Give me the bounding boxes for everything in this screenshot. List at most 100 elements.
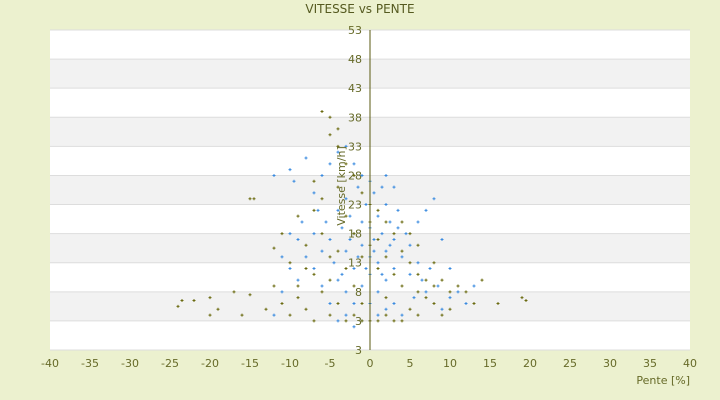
x-tick-label: 30	[603, 357, 617, 370]
data-point-blue	[328, 237, 332, 241]
data-point-blue	[352, 301, 356, 305]
data-point-blue	[404, 232, 408, 236]
data-point-olive	[352, 284, 356, 288]
data-point-olive	[208, 313, 212, 317]
data-point-olive	[320, 197, 324, 201]
data-point-olive	[416, 313, 420, 317]
data-point-olive	[424, 278, 428, 282]
data-point-olive	[304, 307, 308, 311]
x-tick-label: -20	[201, 357, 219, 370]
data-point-olive	[384, 255, 388, 259]
data-point-blue	[280, 255, 284, 259]
data-point-blue	[288, 232, 292, 236]
data-point-olive	[336, 301, 340, 305]
data-point-blue	[432, 197, 436, 201]
y-tick-label: 13	[348, 257, 362, 270]
x-tick-label: -5	[325, 357, 336, 370]
axes: -40 -35 -30 -25 -20 -15 -10 -5 0 5 10 15 20 25 30 35 40 5…	[41, 24, 697, 370]
data-point-blue	[304, 156, 308, 160]
data-point-blue	[384, 203, 388, 207]
data-point-blue	[376, 290, 380, 294]
data-point-olive	[400, 220, 404, 224]
data-point-blue	[344, 290, 348, 294]
data-point-olive	[360, 191, 364, 195]
data-point-blue	[392, 237, 396, 241]
data-point-blue	[416, 261, 420, 265]
data-point-blue	[280, 290, 284, 294]
data-point-blue	[376, 313, 380, 317]
data-point-blue	[412, 296, 416, 300]
data-point-blue	[288, 168, 292, 172]
data-point-olive	[216, 307, 220, 311]
data-point-blue	[384, 173, 388, 177]
data-point-blue	[336, 208, 340, 212]
data-point-blue	[364, 267, 368, 271]
data-point-olive	[408, 307, 412, 311]
data-point-blue	[396, 226, 400, 230]
data-point-olive	[376, 319, 380, 323]
data-point-blue	[372, 249, 376, 253]
data-point-blue	[320, 284, 324, 288]
data-point-olive	[328, 255, 332, 259]
data-point-olive	[180, 299, 184, 303]
data-point-blue	[396, 208, 400, 212]
data-point-olive	[312, 208, 316, 212]
data-point-olive	[304, 267, 308, 271]
x-tick-label: 10	[443, 357, 457, 370]
data-point-blue	[344, 197, 348, 201]
data-point-olive	[328, 133, 332, 137]
data-point-olive	[288, 313, 292, 317]
data-point-olive	[344, 214, 348, 218]
data-point-olive	[392, 272, 396, 276]
data-point-blue	[344, 249, 348, 253]
data-point-blue	[352, 267, 356, 271]
data-point-blue	[384, 278, 388, 282]
data-point-olive	[376, 267, 380, 271]
data-point-olive	[240, 313, 244, 317]
data-point-olive	[448, 290, 452, 294]
data-point-olive	[304, 243, 308, 247]
data-point-olive	[248, 197, 252, 201]
x-tick-label: -35	[81, 357, 99, 370]
data-point-blue	[336, 150, 340, 154]
x-axis-label: Pente [%]	[636, 374, 690, 387]
data-point-blue	[352, 162, 356, 166]
data-point-olive	[360, 255, 364, 259]
x-tick-label: -10	[281, 357, 299, 370]
y-tick-label: 48	[348, 53, 362, 66]
data-point-blue	[456, 290, 460, 294]
data-point-blue	[356, 185, 360, 189]
data-point-blue	[360, 284, 364, 288]
y-tick-label: 43	[348, 82, 362, 95]
data-point-blue	[448, 267, 452, 271]
data-point-blue	[328, 301, 332, 305]
data-point-blue	[440, 237, 444, 241]
data-point-blue	[424, 290, 428, 294]
data-point-olive	[272, 246, 276, 250]
data-point-blue	[424, 208, 428, 212]
data-point-olive	[524, 299, 528, 303]
data-point-olive	[408, 261, 412, 265]
data-point-olive	[360, 319, 364, 323]
data-point-blue	[400, 255, 404, 259]
data-point-olive	[416, 272, 420, 276]
data-point-olive	[352, 313, 356, 317]
data-point-olive	[400, 284, 404, 288]
data-point-olive	[400, 319, 404, 323]
data-point-blue	[292, 179, 296, 183]
data-point-blue	[408, 243, 412, 247]
data-point-blue	[312, 267, 316, 271]
data-point-olive	[416, 243, 420, 247]
data-point-olive	[344, 267, 348, 271]
data-point-blue	[448, 296, 452, 300]
data-point-olive	[208, 296, 212, 300]
data-point-olive	[176, 304, 180, 308]
x-tick-label: 40	[683, 357, 697, 370]
data-point-olive	[392, 232, 396, 236]
data-point-blue	[344, 144, 348, 148]
data-point-blue	[312, 191, 316, 195]
data-point-olive	[272, 284, 276, 288]
x-tick-label: 15	[483, 357, 497, 370]
data-point-blue	[436, 284, 440, 288]
